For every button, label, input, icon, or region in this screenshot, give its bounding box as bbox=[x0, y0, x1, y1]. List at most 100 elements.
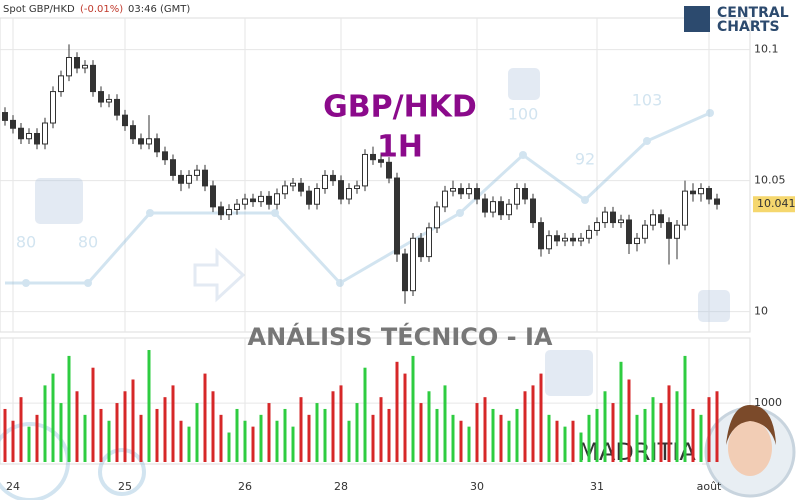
candle-body bbox=[170, 159, 176, 176]
candle-body bbox=[306, 190, 312, 205]
candle-body bbox=[354, 185, 360, 190]
volume-bar bbox=[75, 391, 79, 462]
candle-body bbox=[194, 169, 200, 176]
volume-bar bbox=[187, 426, 191, 462]
volume-bar bbox=[587, 414, 591, 462]
candle-body bbox=[386, 161, 392, 179]
volume-bar bbox=[163, 397, 167, 462]
candle-body bbox=[50, 91, 56, 124]
volume-bar bbox=[563, 426, 567, 462]
volume-bar bbox=[275, 420, 279, 462]
volume-bar bbox=[675, 391, 679, 462]
time: 03:46 (GMT) bbox=[128, 4, 190, 15]
candle-body bbox=[658, 214, 664, 224]
volume-bar bbox=[315, 403, 319, 462]
decor-label: 92 bbox=[575, 150, 595, 169]
logo-line2: CHARTS bbox=[717, 19, 780, 35]
candle-body bbox=[498, 201, 504, 216]
volume-bar bbox=[219, 414, 223, 462]
candle-body bbox=[26, 132, 32, 140]
x-tick-label: 26 bbox=[238, 480, 252, 493]
watermark-timeframe: 1H bbox=[377, 130, 423, 165]
decor-icon bbox=[698, 290, 730, 322]
candle-body bbox=[250, 198, 256, 203]
candle-body bbox=[338, 180, 344, 200]
volume-bar bbox=[467, 426, 471, 462]
candle-body bbox=[674, 224, 680, 239]
volume-bar bbox=[99, 408, 103, 462]
x-tick-label: 31 bbox=[590, 480, 604, 493]
volume-bar bbox=[491, 408, 495, 462]
candle-body bbox=[506, 203, 512, 216]
candle-body bbox=[58, 75, 64, 93]
volume-bar bbox=[643, 408, 647, 462]
candle-body bbox=[618, 219, 624, 224]
candle-body bbox=[578, 237, 584, 242]
x-tick-label: août bbox=[697, 480, 722, 493]
volume-bar bbox=[307, 414, 311, 462]
last-price: 10.041 bbox=[757, 197, 796, 210]
volume-bar bbox=[403, 373, 407, 462]
volume-bar bbox=[531, 385, 535, 462]
y-tick-label: 10 bbox=[754, 305, 768, 318]
decor-circle bbox=[98, 448, 146, 496]
decor-dots bbox=[22, 109, 714, 287]
volume-bar bbox=[707, 397, 711, 462]
volume-bar bbox=[203, 373, 207, 462]
candle-body bbox=[34, 132, 40, 145]
logo-line1: CENTRAL bbox=[717, 5, 789, 21]
x-tick-label: 25 bbox=[118, 480, 132, 493]
price-panel bbox=[0, 17, 751, 333]
volume-bar bbox=[459, 420, 463, 462]
candle-body bbox=[162, 151, 168, 161]
volume-bar bbox=[339, 385, 343, 462]
volume-bar bbox=[67, 355, 71, 462]
candle-body bbox=[82, 64, 88, 69]
candle-body bbox=[474, 188, 480, 200]
candle-body bbox=[42, 122, 48, 145]
candle-body bbox=[362, 153, 368, 187]
x-tick-label: 28 bbox=[334, 480, 348, 493]
candle-body bbox=[490, 201, 496, 213]
volume-bar bbox=[523, 391, 527, 462]
volume-bar bbox=[571, 420, 575, 462]
volume-bar bbox=[419, 403, 423, 462]
candle-body bbox=[18, 127, 24, 140]
volume-bar bbox=[195, 403, 199, 462]
candle-body bbox=[682, 190, 688, 226]
volume-bar bbox=[171, 385, 175, 462]
candle-body bbox=[330, 174, 336, 182]
volume-bar bbox=[715, 391, 719, 462]
volume-bar bbox=[627, 379, 631, 462]
decor-label: 80 bbox=[16, 233, 36, 252]
candle-body bbox=[146, 138, 152, 145]
candle-body bbox=[706, 188, 712, 200]
volume-bar bbox=[651, 397, 655, 462]
candle-body bbox=[370, 153, 376, 161]
volume-bar bbox=[371, 414, 375, 462]
candle-body bbox=[450, 188, 456, 192]
candle-body bbox=[138, 138, 144, 145]
volume-bar bbox=[683, 355, 687, 462]
candle-body bbox=[258, 195, 264, 203]
candle-body bbox=[282, 185, 288, 195]
candle-body bbox=[202, 169, 208, 187]
volume-bar bbox=[283, 408, 287, 462]
volume-bar bbox=[443, 385, 447, 462]
volume-bar bbox=[603, 391, 607, 462]
decor-label: 80 bbox=[78, 233, 98, 252]
volume-bar bbox=[179, 420, 183, 462]
volume-bar bbox=[243, 420, 247, 462]
candle-body bbox=[298, 182, 304, 192]
avatar bbox=[704, 405, 796, 498]
candle-body bbox=[546, 235, 552, 250]
candle-body bbox=[242, 198, 248, 205]
logo-icon bbox=[684, 6, 710, 32]
candle-body bbox=[442, 190, 448, 208]
volume-bar bbox=[619, 361, 623, 462]
volume-bar bbox=[659, 403, 663, 462]
volume-bar bbox=[123, 391, 127, 462]
volume-tick-label: 1000 bbox=[754, 396, 782, 409]
volume-bar bbox=[83, 414, 87, 462]
